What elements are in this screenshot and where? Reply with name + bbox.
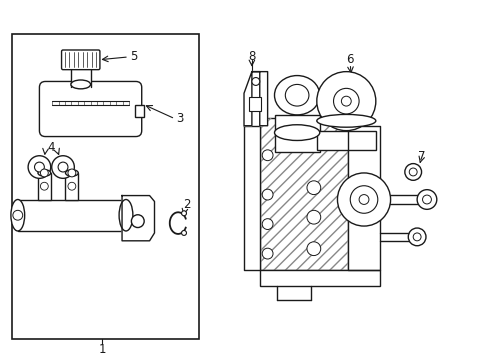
Ellipse shape: [274, 125, 320, 140]
Circle shape: [262, 248, 273, 259]
Circle shape: [182, 211, 187, 216]
Ellipse shape: [11, 199, 24, 231]
Circle shape: [131, 215, 144, 228]
Circle shape: [350, 186, 378, 213]
Circle shape: [409, 168, 417, 176]
Bar: [71, 68, 91, 87]
Bar: [260, 118, 348, 270]
Polygon shape: [348, 126, 380, 270]
Bar: [260, 118, 348, 270]
Text: 2: 2: [183, 198, 191, 211]
Text: 5: 5: [130, 50, 137, 63]
Circle shape: [334, 88, 359, 114]
Polygon shape: [244, 126, 260, 270]
Ellipse shape: [285, 84, 309, 106]
Bar: [18, 199, 126, 231]
Circle shape: [40, 169, 49, 177]
Ellipse shape: [28, 156, 51, 178]
Circle shape: [417, 190, 437, 209]
Circle shape: [262, 150, 273, 161]
Circle shape: [408, 228, 426, 246]
Text: 1: 1: [98, 342, 106, 356]
Ellipse shape: [71, 80, 91, 89]
Circle shape: [182, 230, 187, 235]
Ellipse shape: [58, 162, 68, 172]
Bar: [249, 97, 261, 111]
Ellipse shape: [34, 162, 44, 172]
Circle shape: [68, 169, 76, 177]
Ellipse shape: [38, 170, 51, 176]
Text: 8: 8: [248, 50, 256, 63]
Bar: [135, 105, 144, 117]
Circle shape: [307, 242, 321, 256]
Circle shape: [405, 163, 421, 180]
Ellipse shape: [274, 76, 320, 115]
Circle shape: [317, 72, 376, 131]
Polygon shape: [122, 195, 154, 241]
Circle shape: [262, 189, 273, 200]
Circle shape: [422, 195, 431, 204]
Ellipse shape: [52, 156, 74, 178]
Text: 7: 7: [418, 150, 426, 163]
Bar: [66, 173, 78, 199]
Bar: [260, 270, 380, 286]
Circle shape: [262, 219, 273, 230]
Circle shape: [413, 233, 421, 241]
Circle shape: [342, 96, 351, 106]
Text: 3: 3: [176, 112, 184, 125]
Polygon shape: [244, 72, 268, 126]
Circle shape: [307, 210, 321, 224]
Circle shape: [338, 173, 391, 226]
Circle shape: [13, 210, 23, 220]
Ellipse shape: [66, 170, 78, 176]
Text: 6: 6: [346, 53, 354, 66]
Ellipse shape: [317, 114, 376, 127]
Bar: [38, 173, 51, 199]
Ellipse shape: [119, 199, 133, 231]
Bar: [317, 131, 376, 150]
Circle shape: [68, 182, 76, 190]
Bar: [274, 115, 320, 152]
Circle shape: [40, 182, 49, 190]
FancyBboxPatch shape: [39, 81, 142, 136]
Circle shape: [307, 181, 321, 195]
FancyBboxPatch shape: [62, 50, 100, 70]
Text: 4: 4: [48, 141, 55, 154]
Bar: [12, 34, 199, 339]
Circle shape: [359, 195, 369, 204]
Circle shape: [252, 77, 260, 85]
